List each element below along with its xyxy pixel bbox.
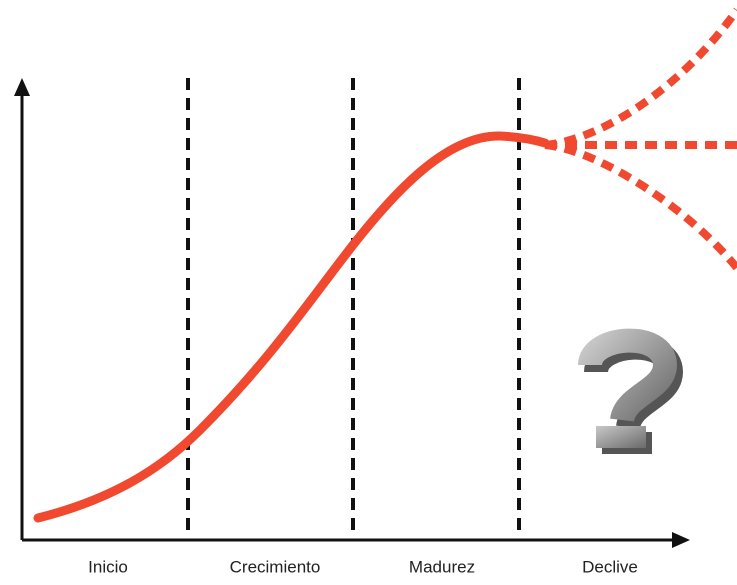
life-cycle-curve [33, 131, 550, 523]
stage-label: Declive [582, 557, 638, 576]
y-arrow [14, 78, 30, 96]
stage-label: Crecimiento [230, 557, 321, 576]
branch-up [544, 7, 737, 149]
x-arrow [672, 532, 690, 548]
stage-label: Madurez [409, 557, 475, 576]
future-branches [544, 7, 737, 271]
stage-label: Inicio [88, 557, 128, 576]
branch-down [544, 141, 737, 271]
axes [14, 78, 690, 548]
dividers [186, 78, 521, 535]
question-icon [578, 328, 684, 454]
